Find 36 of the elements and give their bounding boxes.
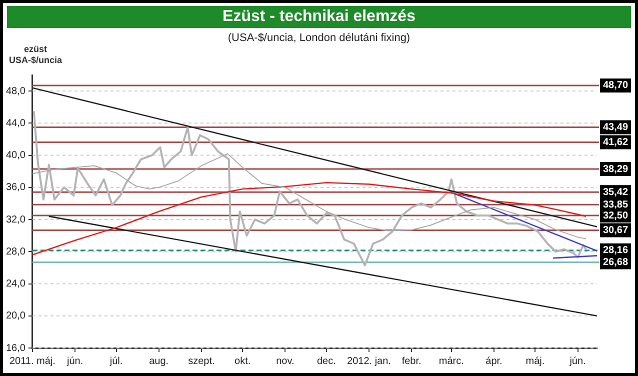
x-tick-label: jún. [568,356,586,367]
x-tick-label: 2012. jan. [347,356,391,367]
ref-line-label: 30,67 [603,224,628,236]
chart-title: Ezüst - technikai elemzés [7,6,631,28]
chart-subtitle: (USA-$/uncia, London délutáni fixing) [226,32,412,44]
x-tick-label: okt. [234,356,251,367]
y-axis-title: ezüst USA-$/uncia [9,44,62,66]
x-tick-label: aug. [149,356,169,367]
y-tick-label: 24,0 [6,278,26,290]
ref-line-label: 33,85 [603,199,628,210]
y-tick-label: 20,0 [6,310,26,322]
ref-line-label: 38,29 [603,164,628,175]
x-tick-label: dec. [316,356,336,367]
x-tick-label: szept. [188,356,215,367]
ref-line-label: 41,62 [603,137,628,148]
y-tick-label: 36,0 [6,182,26,194]
y-tick-label: 48,0 [6,86,26,97]
ref-line-label: 48,70 [603,80,628,92]
ref-line-label: 28,16 [603,245,628,256]
y-tick-label: 28,0 [6,246,26,258]
x-tick-label: máj. [526,356,545,367]
x-tick-label: márc. [438,356,464,367]
ref-line-label: 35,42 [603,186,628,198]
x-tick-label: nov. [276,356,294,367]
x-tick-label: 2011. máj. [9,356,56,367]
y-tick-label: 40,0 [6,150,26,162]
y-tick-label: 32,0 [6,214,26,226]
ref-line-label: 26,68 [603,256,628,268]
x-tick-label: ápr. [486,356,502,367]
x-tick-label: júl. [108,356,123,367]
ref-line-label: 43,49 [603,122,628,134]
x-tick-label: jún. [66,356,84,367]
ref-line-label: 32,50 [603,210,628,222]
x-tick-label: febr. [402,356,422,367]
y-tick-label: 44,0 [6,118,26,129]
y-tick-label: 16,0 [6,342,26,354]
